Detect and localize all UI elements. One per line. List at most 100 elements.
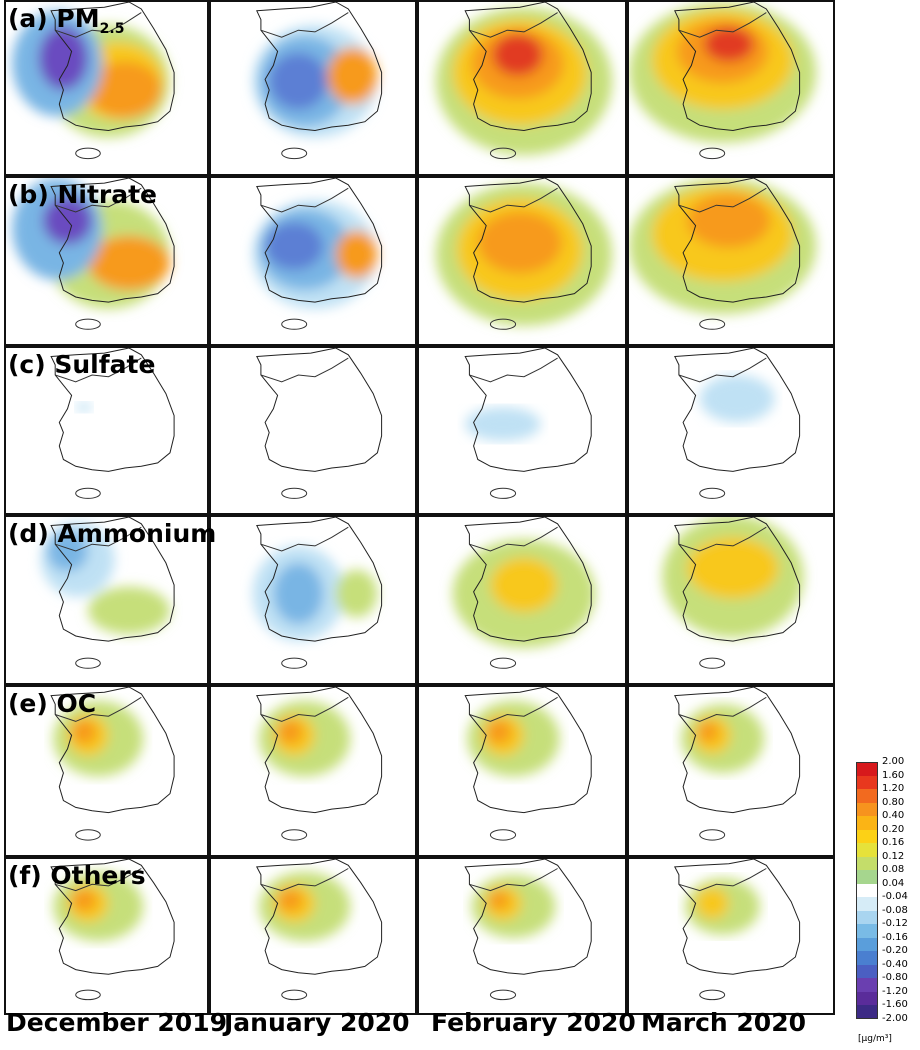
row-label-text: (b) Nitrate xyxy=(8,180,157,209)
concentration-field xyxy=(492,33,543,76)
colorbar-tick-label: -0.20 xyxy=(882,945,908,956)
coastline xyxy=(674,178,801,303)
concentration-field xyxy=(695,887,729,920)
colorbar-tick-label: 0.40 xyxy=(882,810,905,821)
national-border xyxy=(469,12,558,38)
map-panel xyxy=(209,857,417,1015)
map-canvas xyxy=(452,517,596,669)
row-label-text: (d) Ammonium xyxy=(8,519,217,548)
concentration-field xyxy=(47,530,88,572)
map-panel xyxy=(4,0,209,176)
map-canvas xyxy=(674,687,801,841)
colorbar-swatch xyxy=(856,964,878,978)
colorbar-tick-label: -0.12 xyxy=(882,918,908,929)
colorbar-swatch xyxy=(856,978,878,992)
coastline xyxy=(50,348,175,472)
coastline xyxy=(50,517,175,642)
map-canvas xyxy=(435,178,613,330)
row-label-text: (e) OC xyxy=(8,689,97,718)
colorbar-swatch xyxy=(856,883,878,897)
column-label: February 2020 xyxy=(431,1008,636,1037)
map-panel xyxy=(417,685,627,857)
concentration-field xyxy=(687,193,771,248)
national-border xyxy=(678,12,767,38)
concentration-field xyxy=(88,586,170,635)
colorbar-tick-label: -0.04 xyxy=(882,891,908,902)
row-label: (b) Nitrate xyxy=(8,180,157,209)
national-border xyxy=(260,12,349,38)
map-panel xyxy=(209,176,417,346)
row-label-text: (f) Others xyxy=(8,861,146,890)
colorbar-swatch xyxy=(856,1005,878,1019)
map-panel xyxy=(4,857,209,1015)
map-canvas xyxy=(674,348,801,499)
colorbar-tick-label: 1.20 xyxy=(882,783,905,794)
coastline xyxy=(464,348,592,472)
colorbar-tick-label: 0.08 xyxy=(882,864,905,875)
colorbar-swatch xyxy=(856,816,878,830)
concentration-field xyxy=(697,721,719,743)
colorbar-swatch xyxy=(856,991,878,1005)
concentration-field xyxy=(88,61,162,119)
map-panel xyxy=(4,346,209,515)
jeju-island xyxy=(281,657,308,669)
national-border xyxy=(260,696,349,722)
concentration-field xyxy=(38,26,88,90)
concentration-field xyxy=(71,889,97,912)
map-panel xyxy=(417,346,627,515)
map-panel xyxy=(627,0,835,176)
national-border xyxy=(469,526,558,552)
coastline xyxy=(674,348,801,472)
national-border xyxy=(55,12,142,38)
colorbar-tick-label: 0.20 xyxy=(882,823,905,835)
national-border xyxy=(678,696,767,722)
map-canvas xyxy=(464,687,592,841)
map-canvas xyxy=(662,517,804,669)
colorbar-tick-label: 2.00 xyxy=(882,756,905,767)
map-canvas xyxy=(256,859,383,1001)
map-panel xyxy=(627,857,835,1015)
national-border xyxy=(469,357,558,383)
national-border xyxy=(55,526,142,552)
concentration-field xyxy=(277,889,303,912)
national-border xyxy=(55,357,142,383)
jeju-island xyxy=(699,318,726,330)
colorbar-tick-label: 0.04 xyxy=(882,877,905,889)
jeju-island xyxy=(281,829,308,841)
map-panel xyxy=(209,0,417,176)
map-panel xyxy=(209,685,417,857)
row-label: (c) Sulfate xyxy=(8,350,155,379)
coastline xyxy=(256,859,383,975)
coastline xyxy=(256,517,383,642)
colorbar-swatch xyxy=(856,802,878,816)
national-border xyxy=(469,868,558,892)
concentration-field xyxy=(277,719,303,744)
coastline xyxy=(674,687,801,814)
jeju-island xyxy=(281,487,308,499)
map-canvas xyxy=(256,687,383,841)
map-canvas xyxy=(629,2,817,160)
colorbar-tick-label: -0.40 xyxy=(882,958,908,970)
map-panel xyxy=(417,857,627,1015)
concentration-field xyxy=(88,235,170,291)
colorbar-swatch xyxy=(856,897,878,911)
concentration-field xyxy=(75,402,93,413)
coastline xyxy=(50,2,175,132)
jeju-island xyxy=(75,657,101,669)
map-canvas xyxy=(252,517,383,669)
row-label: (d) Ammonium xyxy=(8,519,216,548)
column-label: March 2020 xyxy=(641,1008,806,1037)
national-border xyxy=(55,868,142,892)
map-canvas xyxy=(629,178,817,330)
colorbar-tick-label: 0.16 xyxy=(882,837,905,848)
map-panel xyxy=(417,515,627,685)
jeju-island xyxy=(699,657,726,669)
coastline xyxy=(464,859,592,975)
concentration-field xyxy=(486,719,512,744)
national-border xyxy=(260,868,349,892)
coastline xyxy=(464,178,592,303)
jeju-island xyxy=(281,989,308,1001)
jeju-island xyxy=(489,487,517,499)
colorbar-tick-label: -0.16 xyxy=(882,931,908,943)
column-label: January 2020 xyxy=(224,1008,410,1037)
